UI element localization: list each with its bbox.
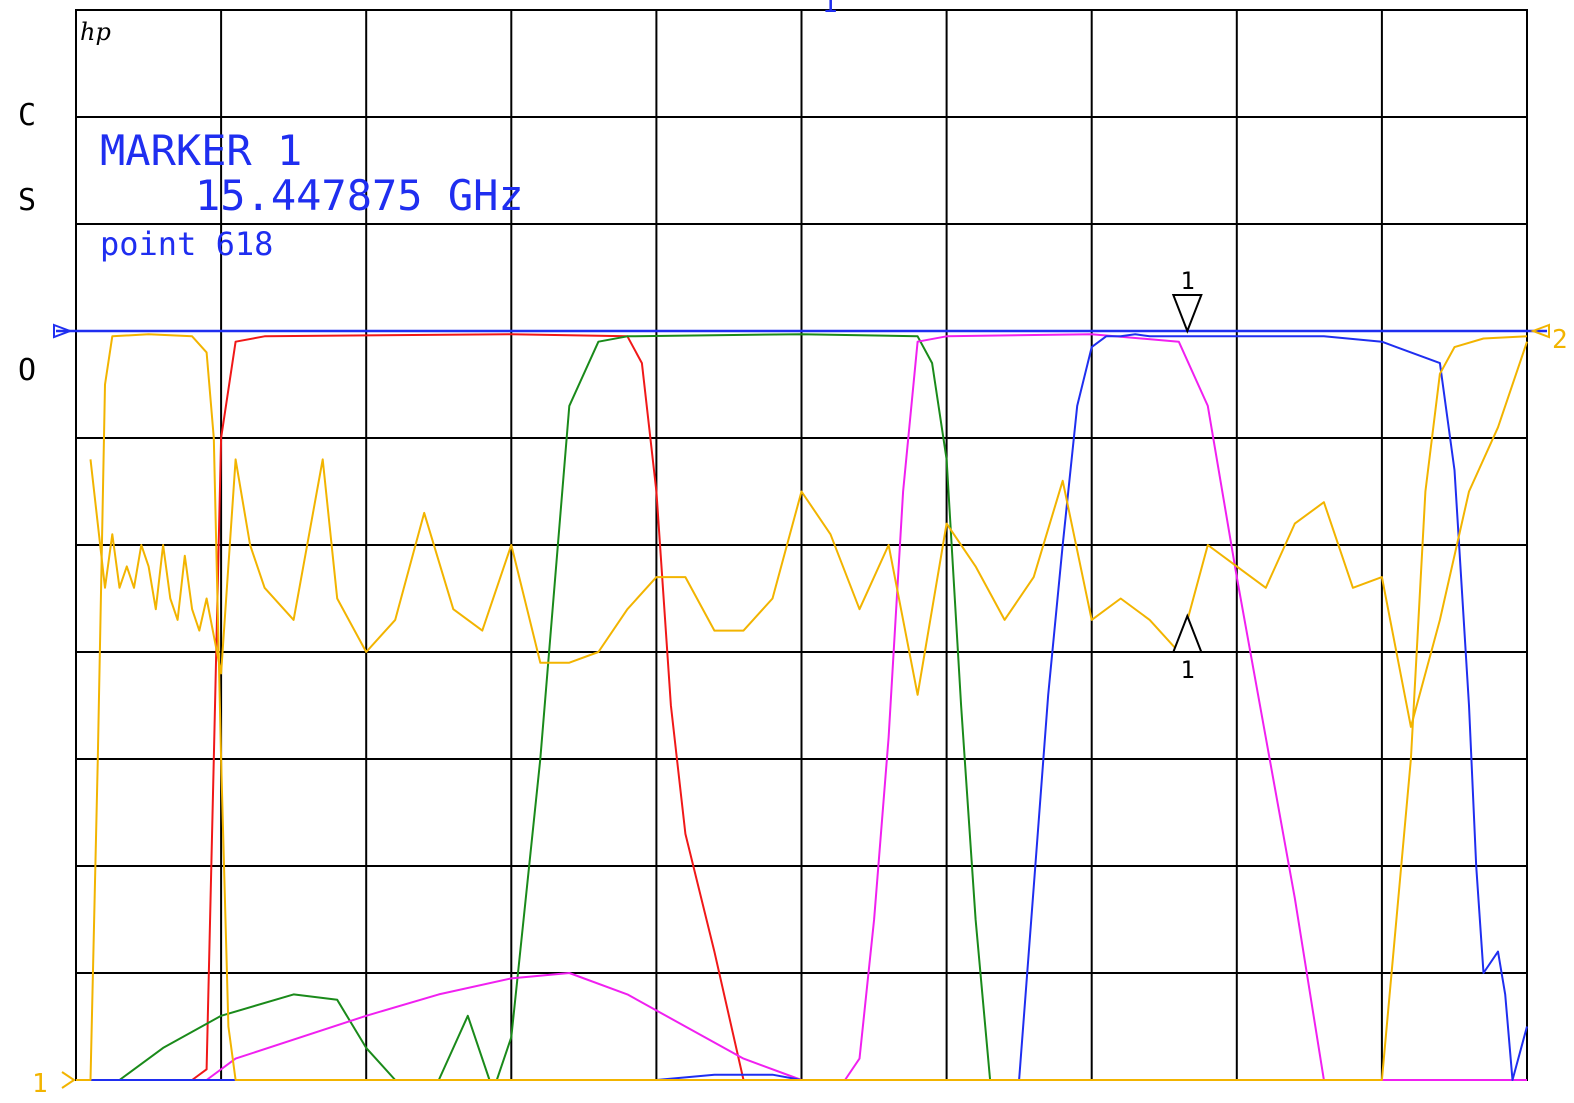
marker-label-1: 1	[1180, 656, 1194, 684]
trace-group	[76, 333, 1528, 1081]
left-label-c: C	[18, 98, 36, 133]
marker-triangle-up-1	[1171, 613, 1203, 653]
reference-left-arrow	[53, 323, 73, 339]
reference-right-arrow	[1530, 323, 1550, 339]
trace-insertion-3	[76, 333, 1528, 1081]
trace-insertion-4	[76, 333, 1528, 1081]
marker-point: point 618	[100, 225, 273, 263]
hp-logo: hp	[80, 18, 111, 46]
marker-label-0: 1	[1180, 267, 1194, 295]
trace-insertion-2	[76, 333, 1527, 1081]
ref-label-right-top: 2	[1552, 325, 1568, 355]
trace-insertion-1	[76, 333, 1527, 1081]
plot-grid	[53, 9, 1550, 1089]
marker-frequency: 15.447875 GHz	[195, 171, 524, 220]
left-label-o: O	[18, 353, 36, 388]
marker-triangle-down-0	[1171, 294, 1203, 334]
bottom-left-arrow	[61, 1071, 76, 1089]
ref-label-top: 1	[822, 0, 838, 19]
marker-title: MARKER 1	[100, 126, 302, 175]
left-label-s: S	[18, 183, 36, 218]
trace-return-loss-5	[89, 341, 1528, 728]
marker-group: 11	[1171, 267, 1203, 684]
ref-label-left-bottom: 1	[32, 1069, 48, 1099]
